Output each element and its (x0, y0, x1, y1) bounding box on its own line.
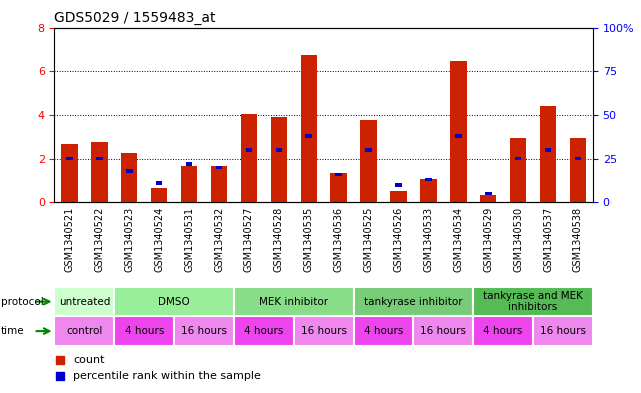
Bar (335, 173, 342, 176)
Bar (450, 61, 467, 202)
Text: GSM1340527: GSM1340527 (244, 207, 254, 272)
Text: GSM1340532: GSM1340532 (214, 207, 224, 272)
Text: GDS5029 / 1559483_at: GDS5029 / 1559483_at (54, 11, 216, 25)
Bar (54, 287, 114, 316)
Bar (354, 316, 413, 346)
Bar (390, 191, 406, 202)
Text: percentile rank within the sample: percentile rank within the sample (73, 371, 261, 381)
Text: tankyrase and MEK
inhibitors: tankyrase and MEK inhibitors (483, 291, 583, 312)
Bar (540, 106, 556, 202)
Bar (420, 180, 437, 202)
Text: time: time (1, 326, 24, 336)
Bar (156, 182, 162, 185)
Bar (510, 138, 526, 202)
Bar (114, 287, 234, 316)
Text: control: control (66, 326, 103, 336)
Bar (306, 134, 312, 138)
Text: 16 hours: 16 hours (181, 326, 227, 336)
Bar (246, 148, 252, 152)
Bar (425, 178, 431, 182)
Bar (234, 287, 354, 316)
Text: GSM1340524: GSM1340524 (154, 207, 164, 272)
Bar (54, 316, 114, 346)
Text: 4 hours: 4 hours (364, 326, 403, 336)
Bar (62, 145, 78, 202)
Text: GSM1340525: GSM1340525 (363, 207, 374, 272)
Bar (114, 316, 174, 346)
Text: GSM1340538: GSM1340538 (573, 207, 583, 272)
Text: GSM1340521: GSM1340521 (65, 207, 74, 272)
Text: 16 hours: 16 hours (420, 326, 467, 336)
Text: GSM1340535: GSM1340535 (304, 207, 313, 272)
Bar (301, 55, 317, 202)
Bar (211, 166, 228, 202)
Bar (515, 157, 521, 160)
Bar (413, 316, 473, 346)
Bar (276, 148, 282, 152)
Text: GSM1340537: GSM1340537 (543, 207, 553, 272)
Bar (533, 316, 593, 346)
Text: GSM1340533: GSM1340533 (424, 207, 433, 272)
Bar (174, 316, 234, 346)
Bar (485, 192, 492, 195)
Text: GSM1340523: GSM1340523 (124, 207, 134, 272)
Text: GSM1340536: GSM1340536 (334, 207, 344, 272)
Bar (365, 148, 372, 152)
Text: count: count (73, 354, 105, 365)
Bar (186, 162, 192, 166)
Bar (271, 117, 287, 202)
Text: 4 hours: 4 hours (483, 326, 523, 336)
Bar (354, 287, 473, 316)
Bar (151, 188, 167, 202)
Bar (121, 153, 138, 202)
Text: GSM1340528: GSM1340528 (274, 207, 284, 272)
Text: 4 hours: 4 hours (124, 326, 164, 336)
Bar (545, 148, 551, 152)
Bar (360, 120, 377, 202)
Bar (234, 316, 294, 346)
Text: untreated: untreated (59, 297, 110, 307)
Text: GSM1340531: GSM1340531 (184, 207, 194, 272)
Bar (473, 316, 533, 346)
Bar (216, 166, 222, 169)
Bar (331, 173, 347, 202)
Text: 16 hours: 16 hours (301, 326, 347, 336)
Bar (455, 134, 462, 138)
Bar (126, 169, 133, 173)
Bar (575, 157, 581, 160)
Text: 4 hours: 4 hours (244, 326, 283, 336)
Text: protocol: protocol (1, 297, 44, 307)
Text: GSM1340534: GSM1340534 (453, 207, 463, 272)
Text: GSM1340530: GSM1340530 (513, 207, 523, 272)
Bar (181, 166, 197, 202)
Text: tankyrase inhibitor: tankyrase inhibitor (364, 297, 463, 307)
Bar (66, 157, 72, 160)
Text: DMSO: DMSO (158, 297, 190, 307)
Text: MEK inhibitor: MEK inhibitor (259, 297, 328, 307)
Text: GSM1340522: GSM1340522 (94, 207, 104, 272)
Bar (395, 183, 402, 187)
Bar (480, 195, 496, 202)
Bar (96, 157, 103, 160)
Bar (91, 142, 108, 202)
Text: GSM1340526: GSM1340526 (394, 207, 403, 272)
Text: 16 hours: 16 hours (540, 326, 586, 336)
Bar (294, 316, 354, 346)
Bar (570, 138, 587, 202)
Bar (473, 287, 593, 316)
Text: GSM1340529: GSM1340529 (483, 207, 493, 272)
Bar (241, 114, 257, 202)
